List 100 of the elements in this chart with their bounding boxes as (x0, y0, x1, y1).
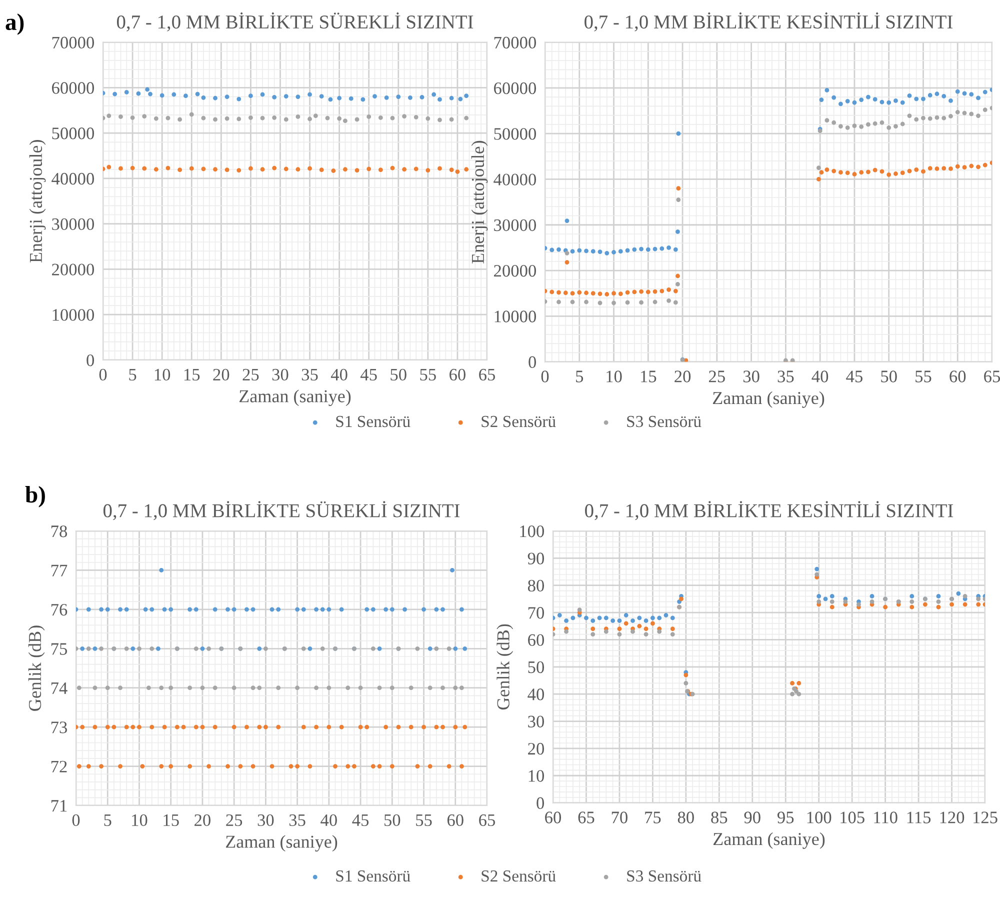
x-axis-title: Zaman (saniye) (712, 391, 824, 408)
x-tick-label: 65 (479, 814, 495, 826)
point (618, 292, 623, 296)
point (250, 686, 256, 690)
point (257, 646, 262, 651)
point (415, 764, 420, 768)
point (464, 116, 469, 120)
point (646, 247, 650, 252)
point (610, 618, 616, 623)
y-tick-label: 50000 (52, 128, 94, 140)
point (276, 724, 281, 730)
x-tick-label: 15 (184, 368, 200, 381)
point (364, 607, 370, 612)
point (872, 168, 878, 172)
point (464, 94, 469, 98)
point (276, 607, 281, 612)
point (584, 616, 588, 620)
point (354, 117, 360, 122)
point (948, 98, 953, 103)
point (637, 624, 642, 628)
point (676, 186, 681, 191)
point (438, 97, 442, 102)
point (396, 94, 401, 99)
point (414, 114, 418, 120)
point (453, 646, 458, 651)
point (226, 764, 230, 768)
x-tick-label: 70 (612, 812, 628, 824)
point (922, 602, 928, 607)
point (464, 167, 469, 172)
point (460, 607, 464, 612)
point (189, 112, 194, 117)
point (670, 626, 675, 632)
point (352, 764, 356, 768)
point (426, 116, 430, 121)
point (955, 89, 960, 94)
point (832, 168, 836, 174)
point (343, 167, 348, 172)
point (934, 115, 940, 120)
point (814, 572, 820, 577)
point (962, 602, 968, 607)
point (673, 288, 678, 294)
y-tick-label: 30 (528, 716, 544, 728)
y-tick-label: 30000 (52, 218, 94, 230)
point (666, 298, 671, 303)
point (824, 167, 830, 172)
point (150, 646, 154, 651)
point (852, 124, 857, 128)
text: a) (6, 14, 24, 35)
point (962, 110, 967, 116)
point (188, 686, 192, 690)
y-tick-label: 20000 (494, 264, 536, 277)
point (168, 607, 174, 612)
point (644, 632, 648, 636)
point (462, 646, 468, 651)
point (832, 95, 836, 100)
point (577, 248, 582, 253)
y-tick-label: 0 (528, 356, 536, 368)
point (886, 172, 892, 177)
x-tick-label: 5 (576, 370, 584, 382)
point (248, 94, 253, 98)
point (866, 94, 870, 100)
point (212, 724, 218, 730)
point (928, 116, 932, 121)
point (556, 247, 561, 252)
point (270, 764, 274, 768)
x-tick-label: 10 (132, 814, 148, 826)
point (166, 166, 170, 170)
text: b) (25, 486, 45, 508)
point (676, 198, 681, 202)
point (824, 118, 830, 123)
point (612, 250, 616, 254)
x-tick-label: 30 (258, 814, 274, 826)
point (415, 646, 420, 651)
point (130, 724, 136, 730)
point (337, 96, 342, 100)
point (301, 646, 306, 651)
x-tick-label: 35 (289, 814, 306, 826)
x-tick-label: 60 (545, 812, 562, 824)
point (360, 97, 366, 102)
legend-label: S1 Sensörü (336, 416, 410, 428)
point (377, 764, 382, 768)
point (178, 168, 182, 172)
point (962, 165, 967, 170)
point (955, 110, 960, 114)
y-tick-label: 0 (536, 797, 544, 809)
point (295, 686, 300, 690)
point (449, 117, 454, 122)
point (936, 604, 941, 610)
point (150, 607, 154, 612)
point (962, 91, 967, 96)
point (112, 92, 118, 96)
point (370, 764, 376, 768)
point (914, 96, 919, 102)
point (224, 116, 230, 121)
x-tick-label: 105 (840, 812, 864, 824)
point (364, 724, 370, 730)
point (130, 115, 135, 120)
point (969, 92, 974, 97)
point (816, 177, 821, 182)
x-tick-label: 10 (606, 370, 622, 382)
